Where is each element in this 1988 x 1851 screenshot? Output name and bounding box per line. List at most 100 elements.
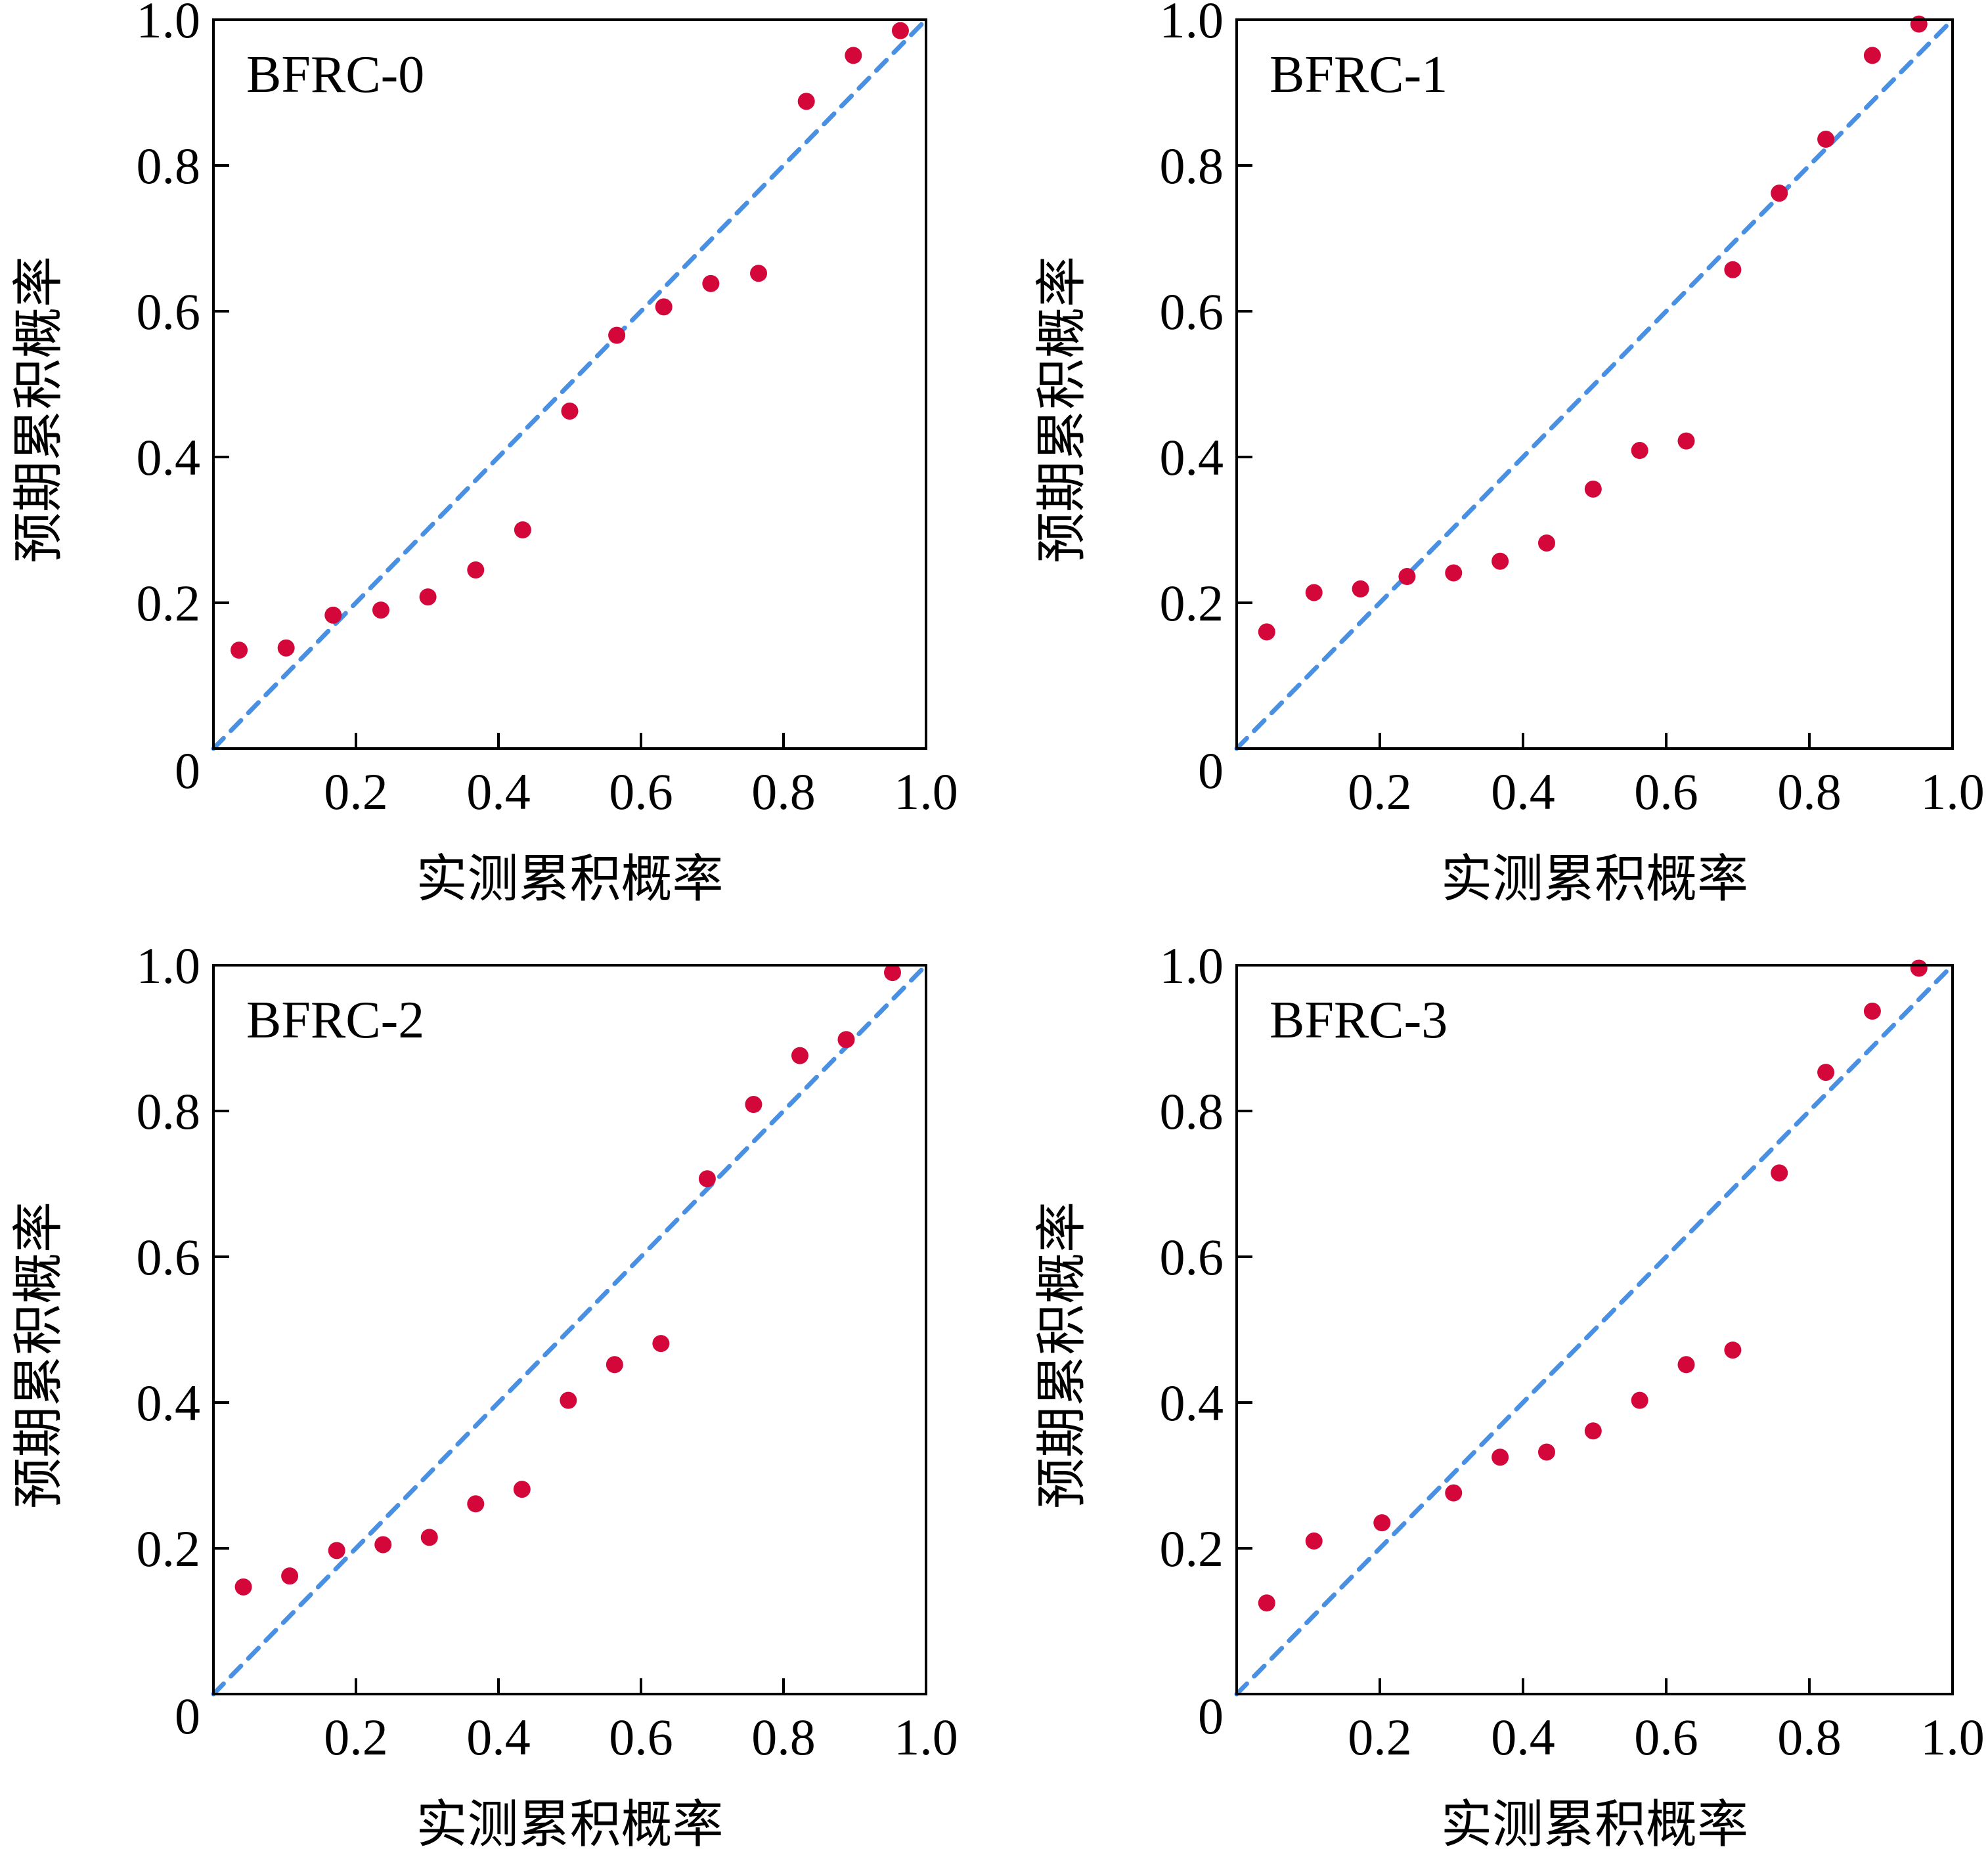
data-point — [791, 1047, 808, 1064]
y-axis-label: 预期累积概率 — [9, 256, 68, 563]
data-point — [1631, 1391, 1648, 1409]
x-tick-label: 0.2 — [1348, 1709, 1412, 1766]
panel-title: BFRC-0 — [246, 46, 424, 104]
panel-bfrc-2: 0.2 0.4 0.6 0.8 1.0 0.2 0.4 0.6 0.8 1.0 0 BFRC-2 实测累… — [9, 937, 958, 1851]
y-tick-label: 0.8 — [137, 137, 201, 194]
data-point — [837, 1031, 855, 1049]
x-tick-label: 0.8 — [751, 763, 816, 820]
data-point — [1491, 1448, 1509, 1466]
data-point — [324, 606, 342, 624]
panel-bfrc-3: 0.2 0.4 0.6 0.8 1.0 0.2 0.4 0.6 0.8 1.0 0 BFRC-3 实测累… — [1032, 937, 1985, 1851]
data-point — [745, 1096, 762, 1114]
data-point — [513, 1481, 531, 1498]
data-point — [234, 1578, 252, 1596]
y-tick-label: 0.8 — [1160, 137, 1224, 194]
y-tick-label: 0.6 — [137, 1229, 201, 1286]
plot-frame — [212, 18, 927, 750]
data-point — [372, 601, 389, 619]
data-point — [1863, 47, 1881, 64]
data-point — [420, 1529, 438, 1546]
x-axis-label: 实测累积概率 — [416, 1795, 723, 1851]
data-point — [1724, 261, 1742, 278]
data-point — [1445, 1484, 1463, 1502]
x-tick-label: 0.6 — [609, 763, 673, 820]
origin-label: 0 — [1198, 1688, 1224, 1745]
plot-frame — [212, 964, 927, 1695]
x-axis-label: 实测累积概率 — [416, 850, 723, 909]
data-point — [561, 403, 579, 420]
data-point — [1584, 480, 1602, 498]
data-point — [702, 274, 720, 292]
data-point — [1677, 1356, 1695, 1374]
data-point — [277, 639, 295, 657]
y-tick-label: 1.0 — [137, 937, 201, 994]
y-tick-label: 1.0 — [137, 0, 201, 49]
y-tick-label: 1.0 — [1160, 937, 1224, 994]
y-tick-label: 0.4 — [137, 1374, 201, 1431]
x-tick-label: 0.2 — [324, 1709, 388, 1766]
data-point — [1445, 564, 1463, 582]
plot-frame — [1235, 18, 1954, 750]
data-point — [891, 22, 909, 39]
data-point — [797, 93, 815, 110]
x-tick-label: 1.0 — [894, 1709, 958, 1766]
data-point — [1305, 1532, 1323, 1550]
x-tick-label: 0.2 — [1348, 763, 1412, 820]
data-point — [655, 298, 673, 316]
data-point — [281, 1567, 299, 1585]
panel-bfrc-1: 0.2 0.4 0.6 0.8 1.0 0.2 0.4 0.6 0.8 1.0 0 BFRC-1 实测累… — [1032, 0, 1985, 909]
data-point — [1631, 442, 1648, 460]
x-tick-label: 0.8 — [1777, 763, 1842, 820]
x-tick-label: 0.4 — [466, 1709, 531, 1766]
x-tick-label: 1.0 — [894, 763, 958, 820]
data-point — [560, 1391, 577, 1409]
origin-label: 0 — [175, 742, 200, 799]
x-tick-label: 0.4 — [1491, 1709, 1555, 1766]
data-point — [845, 47, 862, 64]
data-point — [328, 1542, 345, 1559]
origin-label: 0 — [1198, 742, 1224, 799]
y-tick-label: 0.8 — [1160, 1083, 1224, 1140]
data-point — [1258, 623, 1275, 641]
panel-bfrc-0: 0.2 0.4 0.6 0.8 1.0 0.2 0.4 0.6 0.8 1.0 0 BFRC-0 实测累… — [9, 0, 958, 909]
data-point — [884, 964, 902, 982]
y-axis-label: 预期累积概率 — [1032, 256, 1092, 563]
data-point — [467, 561, 485, 579]
y-tick-label: 0.6 — [1160, 1229, 1224, 1286]
data-point — [1677, 432, 1695, 450]
data-point — [608, 326, 626, 344]
reference-line — [1234, 17, 1955, 751]
data-point — [1373, 1514, 1391, 1532]
data-point — [374, 1536, 392, 1554]
data-point — [231, 642, 248, 659]
data-point — [467, 1495, 485, 1513]
y-tick-label: 0.6 — [1160, 283, 1224, 340]
data-point — [1258, 1594, 1275, 1612]
data-point — [698, 1170, 716, 1188]
x-axis-label: 实测累积概率 — [1441, 1795, 1748, 1851]
y-tick-label: 0.2 — [1160, 1520, 1224, 1577]
x-tick-label: 0.4 — [1491, 763, 1555, 820]
x-tick-label: 0.6 — [1634, 763, 1698, 820]
data-point — [1771, 1164, 1788, 1182]
data-point — [606, 1356, 623, 1374]
reference-line — [1234, 963, 1955, 1697]
origin-label: 0 — [175, 1688, 200, 1745]
reference-line — [211, 17, 929, 751]
panel-title: BFRC-1 — [1270, 46, 1447, 104]
data-point — [1910, 959, 1928, 977]
data-point — [1305, 584, 1323, 601]
reference-line — [211, 963, 929, 1697]
x-tick-label: 1.0 — [1920, 1709, 1985, 1766]
data-point — [1910, 15, 1928, 33]
x-tick-label: 1.0 — [1920, 763, 1985, 820]
y-tick-label: 0.2 — [137, 575, 201, 632]
x-tick-label: 0.6 — [1634, 1709, 1698, 1766]
y-tick-label: 0.8 — [137, 1083, 201, 1140]
data-point — [1491, 552, 1509, 570]
data-point — [1817, 1064, 1835, 1081]
x-tick-label: 0.2 — [324, 763, 388, 820]
data-point — [419, 588, 437, 606]
data-point — [750, 265, 768, 282]
